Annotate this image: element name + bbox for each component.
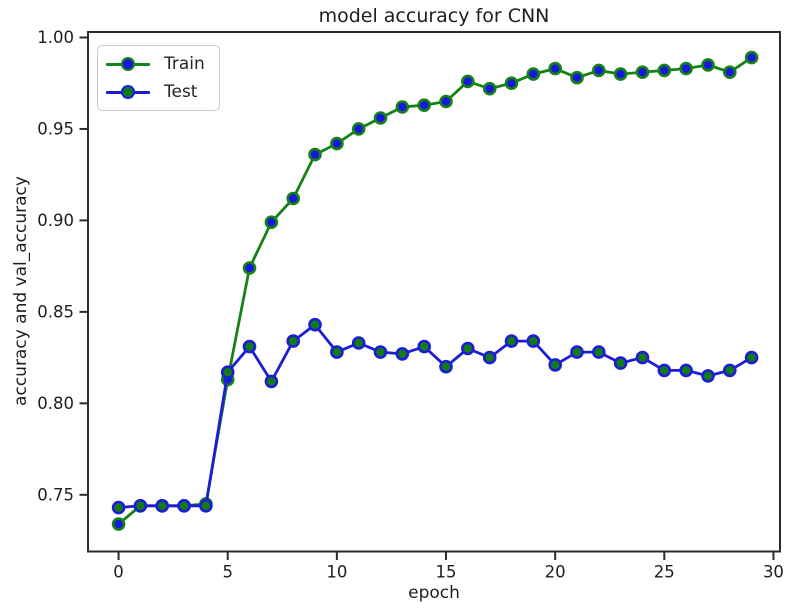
y-axis: 0.75 0.80 0.85 0.90 0.95 1.00 — [37, 28, 88, 504]
data-point-marker — [701, 58, 715, 72]
data-point-marker — [373, 345, 388, 359]
series-test — [111, 317, 759, 515]
plot-border — [87, 31, 781, 553]
legend-box: Train Test — [97, 45, 220, 111]
data-point-marker — [591, 345, 606, 359]
data-point-marker — [744, 50, 759, 65]
x-axis: 0 5 10 15 20 25 30 — [113, 551, 784, 582]
data-point-marker — [460, 341, 475, 356]
data-point-marker — [395, 347, 410, 361]
data-point-marker — [744, 350, 759, 365]
data-point-marker — [439, 94, 453, 109]
x-tick-label: 30 — [763, 563, 784, 582]
legend-label-test: Test — [164, 82, 198, 102]
data-point-marker — [722, 65, 737, 79]
y-tick-label: 0.90 — [37, 211, 74, 230]
legend-item-test: Test — [106, 80, 205, 104]
y-tick-label: 0.85 — [37, 302, 74, 321]
data-point-marker — [264, 215, 279, 229]
data-point-marker — [177, 498, 191, 513]
data-point-marker — [133, 498, 148, 513]
x-axis-label: epoch — [408, 583, 460, 603]
data-point-marker — [242, 261, 257, 275]
data-point-marker — [286, 334, 301, 348]
test-line-marker-icon — [106, 85, 150, 99]
data-point-marker — [591, 63, 606, 78]
data-point-marker — [679, 61, 693, 76]
legend-item-train: Train — [106, 52, 205, 76]
x-tick-label: 0 — [113, 563, 124, 582]
data-point-marker — [330, 345, 344, 359]
data-point-marker — [439, 359, 453, 374]
data-point-marker — [373, 111, 388, 125]
data-point-marker — [504, 334, 519, 348]
series-train — [111, 50, 759, 531]
data-point-marker — [657, 63, 672, 78]
legend-label-train: Train — [164, 54, 205, 74]
data-point-marker — [482, 350, 497, 365]
data-point-marker — [308, 317, 322, 332]
y-tick-label: 0.80 — [37, 394, 74, 413]
data-point-marker — [286, 191, 301, 206]
data-point-marker — [679, 363, 693, 378]
data-point-marker — [417, 98, 432, 112]
y-tick-label: 0.95 — [37, 119, 74, 138]
data-point-marker — [635, 350, 650, 365]
data-point-marker — [264, 374, 279, 389]
data-point-marker — [308, 147, 322, 162]
train-marker-icon — [121, 57, 135, 71]
data-point-marker — [330, 136, 344, 151]
data-point-marker — [570, 70, 584, 85]
chart-title: model accuracy for CNN — [318, 5, 550, 27]
train-line-marker-icon — [106, 57, 150, 71]
data-point-marker — [242, 339, 257, 354]
data-point-marker — [111, 500, 126, 515]
data-point-marker — [613, 356, 628, 370]
data-point-marker — [701, 369, 715, 383]
x-tick-label: 15 — [436, 563, 457, 582]
data-point-marker — [548, 61, 563, 76]
data-point-marker — [570, 345, 584, 359]
data-point-marker — [722, 363, 737, 378]
data-point-marker — [635, 65, 650, 79]
data-point-marker — [351, 336, 366, 350]
data-point-marker — [526, 67, 541, 81]
data-point-marker — [548, 358, 563, 372]
data-point-marker — [613, 67, 628, 81]
data-point-marker — [155, 498, 169, 513]
x-tick-label: 25 — [654, 563, 675, 582]
x-tick-label: 5 — [222, 563, 233, 582]
data-point-marker — [657, 363, 672, 378]
data-point-marker — [460, 74, 475, 89]
data-point-marker — [526, 334, 541, 348]
test-line — [118, 323, 753, 509]
data-point-marker — [111, 517, 126, 531]
data-point-marker — [504, 76, 519, 90]
data-point-marker — [482, 81, 497, 96]
data-point-marker — [199, 498, 213, 513]
data-point-marker — [395, 100, 410, 114]
y-tick-label: 0.75 — [37, 485, 74, 504]
test-marker-icon — [121, 85, 135, 99]
y-axis-label: accuracy and val_accuracy — [11, 176, 31, 406]
x-tick-label: 20 — [545, 563, 566, 582]
y-tick-label: 1.00 — [37, 28, 74, 47]
data-point-marker — [417, 339, 432, 354]
data-point-marker — [220, 365, 235, 380]
x-tick-label: 10 — [326, 563, 347, 582]
data-point-marker — [351, 122, 366, 136]
